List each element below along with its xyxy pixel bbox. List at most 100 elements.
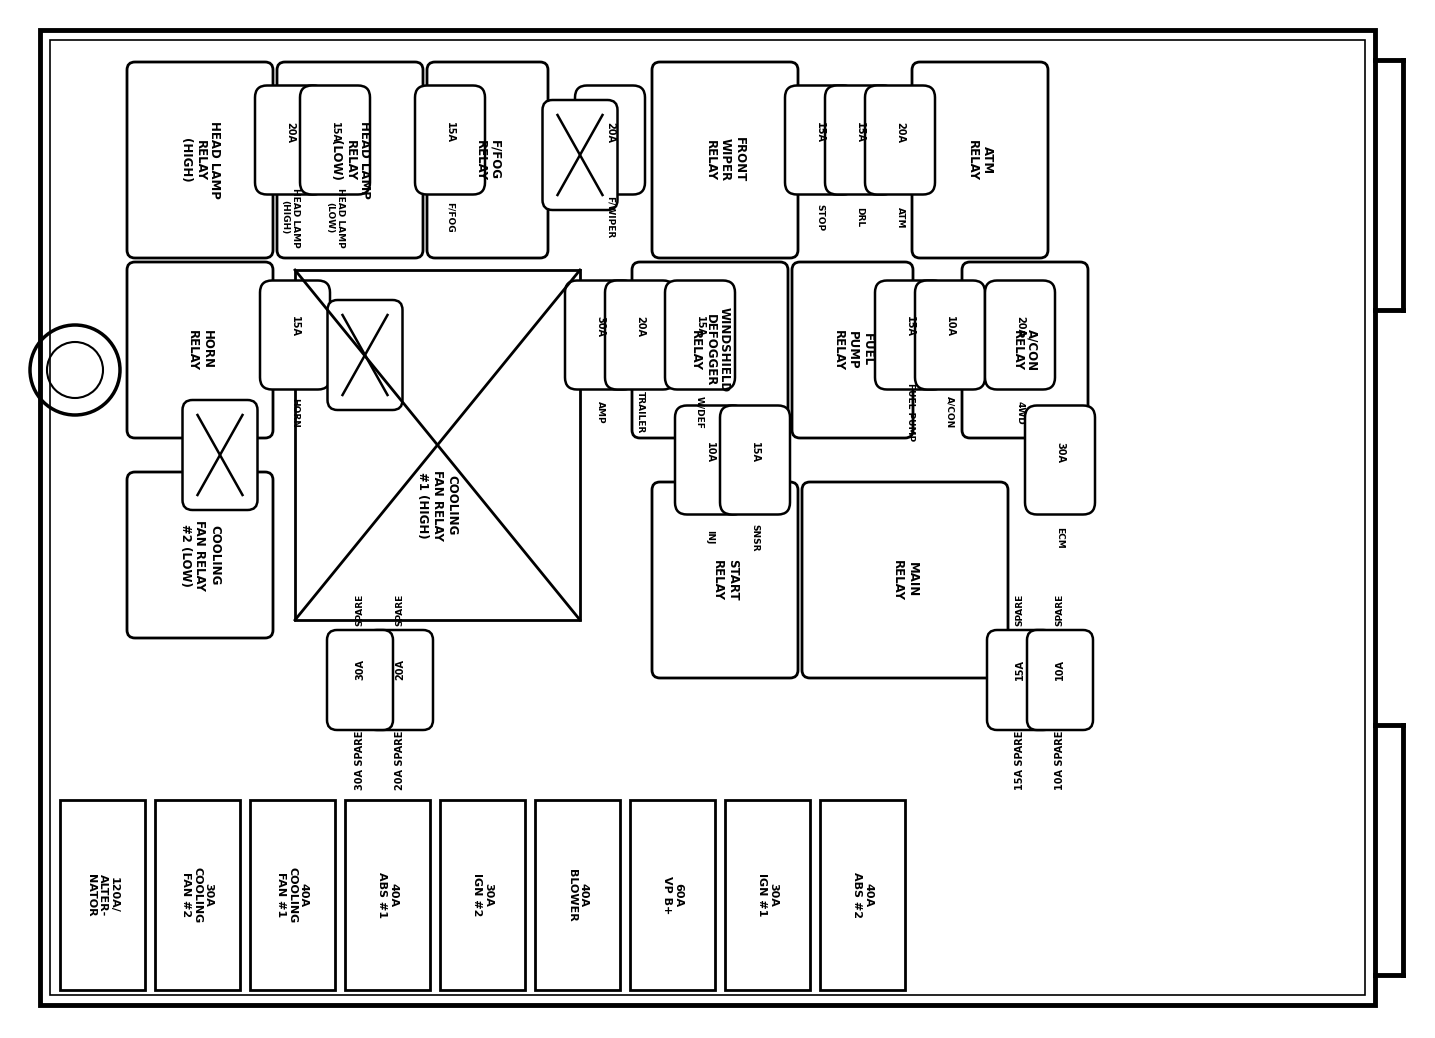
FancyBboxPatch shape (565, 280, 636, 389)
Text: SPARE: SPARE (1016, 594, 1025, 626)
Text: 15A SPARE: 15A SPARE (1015, 731, 1025, 790)
Bar (441, 800, 525, 990)
Text: 40A
ABS #2: 40A ABS #2 (852, 872, 872, 918)
FancyBboxPatch shape (327, 630, 393, 730)
Bar (250, 800, 334, 990)
Text: SNSR: SNSR (751, 524, 759, 551)
Text: FRONT
WIPER
RELAY: FRONT WIPER RELAY (705, 137, 746, 183)
Text: 20A: 20A (395, 659, 405, 681)
FancyBboxPatch shape (128, 262, 273, 438)
Text: COOLING
FAN RELAY
#2 (LOW): COOLING FAN RELAY #2 (LOW) (179, 520, 221, 591)
Text: 4WD: 4WD (1016, 401, 1025, 425)
Bar (344, 800, 430, 990)
FancyBboxPatch shape (792, 262, 913, 438)
FancyBboxPatch shape (575, 85, 644, 194)
Text: 10A: 10A (1055, 659, 1065, 681)
Text: STOP: STOP (815, 203, 825, 231)
FancyBboxPatch shape (128, 472, 273, 638)
Text: 20A: 20A (1015, 317, 1025, 337)
Text: HEAD LAMP
RELAY
(LOW): HEAD LAMP RELAY (LOW) (329, 121, 372, 199)
FancyBboxPatch shape (542, 100, 617, 210)
Text: 40A
COOLING
FAN #1: 40A COOLING FAN #1 (277, 867, 309, 923)
Text: HEAD LAMP
(LOW): HEAD LAMP (LOW) (326, 188, 344, 247)
Text: ECM: ECM (1056, 526, 1065, 548)
Text: 15A: 15A (905, 317, 916, 337)
FancyBboxPatch shape (182, 400, 257, 510)
Text: AMP: AMP (596, 402, 604, 424)
Text: HORN
RELAY: HORN RELAY (187, 329, 214, 371)
Text: 15A: 15A (695, 317, 705, 337)
Text: WINDSHIELD
DEFOGGER
RELAY: WINDSHIELD DEFOGGER RELAY (689, 307, 730, 392)
FancyBboxPatch shape (631, 262, 788, 438)
FancyBboxPatch shape (802, 482, 1007, 678)
Bar (296, 270, 580, 620)
Text: MAIN
RELAY: MAIN RELAY (891, 559, 918, 601)
Text: 60A
VP B+: 60A VP B+ (662, 876, 683, 914)
FancyBboxPatch shape (128, 62, 273, 258)
Text: F/FOG
RELAY: F/FOG RELAY (474, 139, 501, 181)
Text: 20A: 20A (286, 121, 296, 142)
FancyBboxPatch shape (664, 280, 735, 389)
Text: FUEL PUMP: FUEL PUMP (905, 383, 914, 441)
FancyBboxPatch shape (327, 300, 402, 410)
Text: 30A
IGN #1: 30A IGN #1 (756, 873, 778, 917)
Text: COOLING
FAN RELAY
#1 (HIGH): COOLING FAN RELAY #1 (HIGH) (416, 469, 459, 541)
Text: 15A: 15A (855, 121, 865, 142)
FancyBboxPatch shape (260, 280, 330, 389)
Text: 120A/
ALTER-
NATOR: 120A/ ALTER- NATOR (86, 874, 119, 917)
Text: 30A: 30A (354, 659, 364, 681)
Text: START
RELAY: START RELAY (712, 559, 739, 601)
Text: HEAD LAMP
RELAY
(HIGH): HEAD LAMP RELAY (HIGH) (179, 121, 221, 199)
FancyBboxPatch shape (984, 280, 1055, 389)
Text: 10A: 10A (946, 317, 956, 337)
Text: A/CON: A/CON (946, 397, 954, 429)
Text: W/DEF: W/DEF (696, 397, 705, 429)
FancyBboxPatch shape (865, 85, 936, 194)
Text: 10A SPARE: 10A SPARE (1055, 731, 1065, 790)
Text: 40A
ABS #1: 40A ABS #1 (377, 872, 397, 918)
Bar (819, 800, 905, 990)
Text: 10A: 10A (705, 441, 715, 463)
FancyBboxPatch shape (916, 280, 984, 389)
Text: ATM
RELAY: ATM RELAY (966, 139, 994, 181)
FancyBboxPatch shape (987, 630, 1053, 730)
FancyBboxPatch shape (961, 262, 1088, 438)
Text: 15A: 15A (445, 121, 455, 142)
Bar (725, 800, 809, 990)
Text: F/FOG: F/FOG (445, 202, 455, 233)
Text: SPARE: SPARE (356, 594, 364, 626)
FancyBboxPatch shape (367, 630, 433, 730)
FancyBboxPatch shape (1025, 406, 1095, 515)
Text: 30A: 30A (596, 317, 606, 337)
Text: 30A
IGN #2: 30A IGN #2 (472, 873, 494, 917)
Text: TRAILER: TRAILER (636, 391, 644, 434)
FancyBboxPatch shape (415, 85, 485, 194)
Text: A/CON
RELAY: A/CON RELAY (1012, 329, 1039, 371)
FancyBboxPatch shape (277, 62, 423, 258)
FancyBboxPatch shape (785, 85, 855, 194)
Text: 20A: 20A (636, 317, 644, 337)
Text: 30A: 30A (1055, 441, 1065, 463)
Text: 40A
BLOWER: 40A BLOWER (567, 869, 588, 922)
Bar (60, 800, 145, 990)
Text: 30A
COOLING
FAN #2: 30A COOLING FAN #2 (181, 867, 214, 923)
FancyBboxPatch shape (720, 406, 791, 515)
FancyBboxPatch shape (875, 280, 946, 389)
FancyBboxPatch shape (606, 280, 674, 389)
Text: INJ: INJ (706, 530, 715, 545)
Text: HORN: HORN (290, 398, 300, 428)
Text: F/WIPER: F/WIPER (606, 196, 614, 239)
Text: SPARE: SPARE (1056, 594, 1065, 626)
Text: FUEL
PUMP
RELAY: FUEL PUMP RELAY (831, 329, 874, 371)
Text: SPARE: SPARE (396, 594, 405, 626)
Bar (630, 800, 715, 990)
FancyBboxPatch shape (1027, 630, 1093, 730)
Text: 15A: 15A (751, 441, 761, 463)
Text: 15A: 15A (815, 121, 825, 142)
Text: 30A SPARE: 30A SPARE (354, 731, 364, 790)
Text: 15A: 15A (330, 121, 340, 142)
FancyBboxPatch shape (674, 406, 745, 515)
Text: DRL: DRL (855, 208, 864, 227)
Bar (535, 800, 620, 990)
FancyBboxPatch shape (825, 85, 895, 194)
